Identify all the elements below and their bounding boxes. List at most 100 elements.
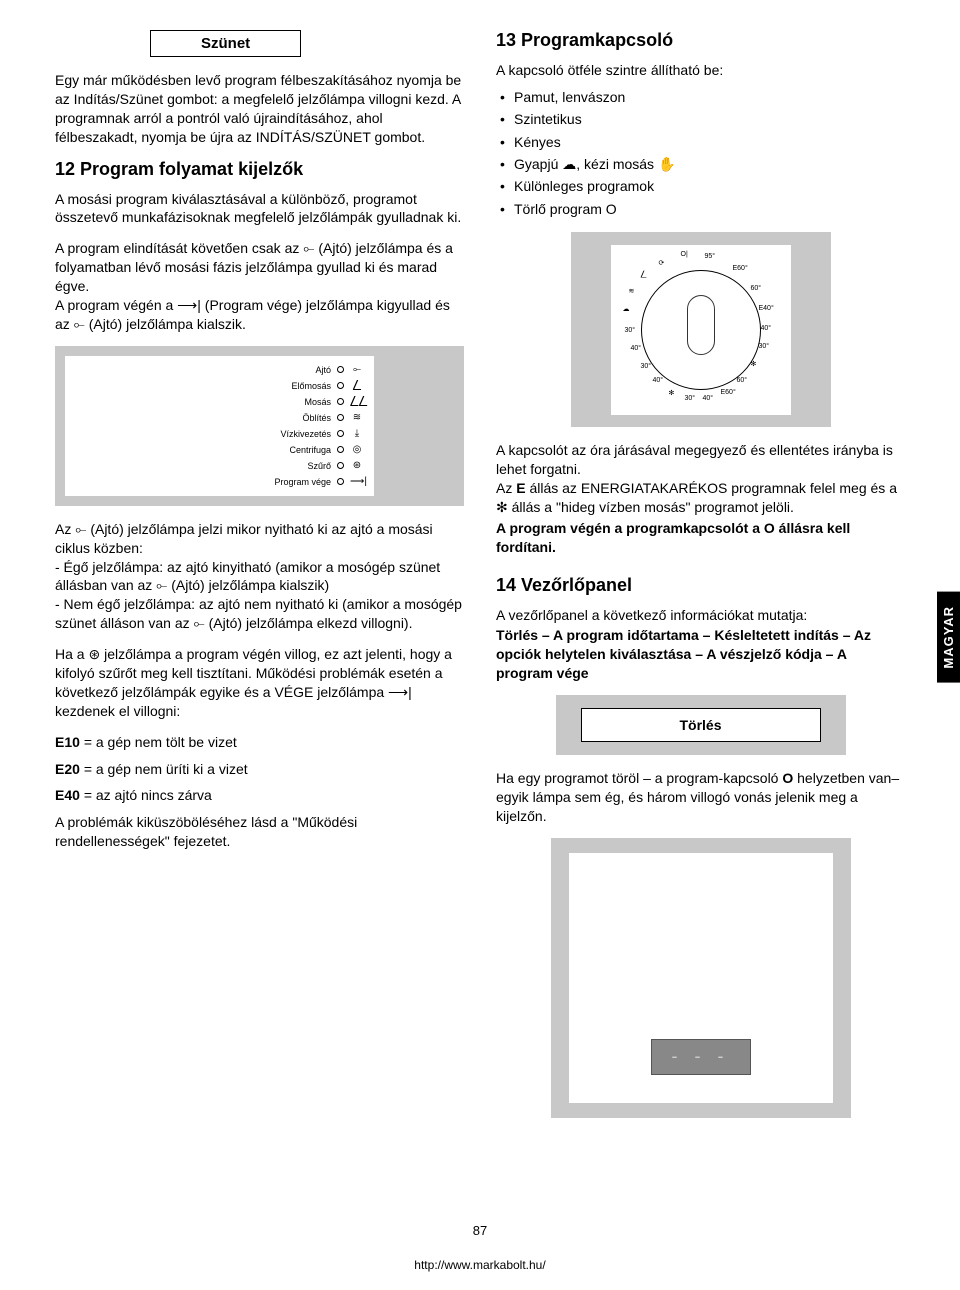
indicator-row: Öblítés ≋ xyxy=(75,410,364,426)
dial-tick-label: ⟳ xyxy=(659,259,665,267)
indicator-inner: Ajtó⟜Előmosás⎳Mosás⎳⎳Öblítés≋Vízkivezeté… xyxy=(65,356,374,496)
indicator-led-icon xyxy=(337,366,344,373)
indicator-row: Centrifuga ◎ xyxy=(75,442,364,458)
section-14-title: 14 Vezőrlőpanel xyxy=(496,575,905,596)
indicator-label: Vízkivezetés xyxy=(280,427,331,441)
dial-inner: 95°E60°60°E40°40°30°✻60°E60°40°30°✻40°30… xyxy=(611,245,791,415)
filter-warning-para: Ha a ⊛ jelzőlámpa a program végén villog… xyxy=(55,645,464,721)
error-e20: E20 = a gép nem üríti ki a vizet xyxy=(55,760,464,779)
indicator-label: Előmosás xyxy=(291,379,331,393)
indicator-row: Program vége ⟶| xyxy=(75,474,364,490)
indicator-row: Vízkivezetés ⤓ xyxy=(75,426,364,442)
list-item: Kényes xyxy=(500,131,905,153)
dial-tick-label: ☁ xyxy=(623,305,630,313)
language-tab: MAGYAR xyxy=(937,592,960,683)
indicator-led-icon xyxy=(337,462,344,469)
indicator-symbol-icon: ⊛ xyxy=(350,458,364,474)
error-e40: E40 = az ajtó nincs zárva xyxy=(55,786,464,805)
indicator-led-icon xyxy=(337,430,344,437)
footer-url: http://www.markabolt.hu/ xyxy=(0,1258,960,1272)
indicator-label: Centrifuga xyxy=(289,443,331,457)
list-item: Szintetikus xyxy=(500,108,905,130)
content-columns: Szünet Egy már működésben levő program f… xyxy=(55,30,905,1128)
page-number: 87 xyxy=(0,1223,960,1238)
dial-tick-label: O| xyxy=(681,251,688,258)
display-inner: - - - xyxy=(569,853,833,1103)
indicator-symbol-icon: ⎳ xyxy=(350,378,364,394)
lcd-value: - - - xyxy=(672,1046,730,1067)
error-e10: E10 = a gép nem tölt be vizet xyxy=(55,733,464,752)
lcd-display: - - - xyxy=(651,1039,751,1075)
list-item: Pamut, lenvászon xyxy=(500,86,905,108)
torles-panel: Törlés xyxy=(556,695,846,755)
dial-tick-label: ≋ xyxy=(629,287,635,295)
section-14-info-bold: Törlés – A program időtartama – Késlelte… xyxy=(496,626,905,683)
section-13-intro: A kapcsoló ötféle szintre állítható be: xyxy=(496,61,905,80)
section-12-para-c: A program végén a ⟶| (Program vége) jelz… xyxy=(55,296,464,334)
indicator-label: Ajtó xyxy=(315,363,331,377)
display-panel: - - - xyxy=(551,838,851,1118)
torles-para: Ha egy programot töröl – a program-kapcs… xyxy=(496,769,905,826)
dial-E-note: Az E állás az ENERGIATAKARÉKOS programna… xyxy=(496,479,905,517)
indicator-led-icon xyxy=(337,414,344,421)
section-13-title: 13 Programkapcsoló xyxy=(496,30,905,51)
indicator-led-icon xyxy=(337,398,344,405)
troubleshoot-ref: A problémák kiküszöböléséhez lásd a "Műk… xyxy=(55,813,464,851)
dial-tick-label: 30° xyxy=(625,327,636,334)
section-14-intro: A vezőrlőpanel a következő információkat… xyxy=(496,606,905,625)
dial-tick-label: ⎳ xyxy=(641,271,647,279)
door-lamp-para: Az ⟜ (Ajtó) jelzőlámpa jelzi mikor nyith… xyxy=(55,520,464,633)
dial-tick-label: 30° xyxy=(759,343,770,350)
list-item: Gyapjú ☁, kézi mosás ✋ xyxy=(500,153,905,175)
torles-box: Törlés xyxy=(581,708,821,742)
section-12-para-b: A program elindítását követően csak az ⟜… xyxy=(55,239,464,296)
indicator-label: Szűrő xyxy=(307,459,331,473)
indicator-led-icon xyxy=(337,382,344,389)
indicator-label: Program vége xyxy=(274,475,331,489)
indicator-row: Előmosás ⎳ xyxy=(75,378,364,394)
section-12-title: 12 Program folyamat kijelzők xyxy=(55,159,464,180)
indicator-led-icon xyxy=(337,446,344,453)
torles-label: Törlés xyxy=(679,717,721,733)
indicator-row: Szűrő ⊛ xyxy=(75,458,364,474)
program-bullets: Pamut, lenvászonSzintetikusKényesGyapjú … xyxy=(496,86,905,220)
dial-tick-label: 40° xyxy=(631,345,642,352)
dial-end-note: A program végén a programkapcsolót a O á… xyxy=(496,519,905,557)
dial-tick-label: 40° xyxy=(761,325,772,332)
indicator-symbol-icon: ≋ xyxy=(350,410,364,426)
szunet-label: Szünet xyxy=(201,35,250,52)
szunet-para: Egy már működésben levő program félbesza… xyxy=(55,71,464,147)
dial-panel: 95°E60°60°E40°40°30°✻60°E60°40°30°✻40°30… xyxy=(571,232,831,427)
dial-tick-label: 30° xyxy=(641,363,652,370)
dial-rotate-note: A kapcsolót az óra járásával megegyező é… xyxy=(496,441,905,479)
list-item: Különleges programok xyxy=(500,175,905,197)
dial-tick-label: 40° xyxy=(653,377,664,384)
indicator-symbol-icon: ⤓ xyxy=(350,426,364,442)
szunet-heading-box: Szünet xyxy=(150,30,301,57)
list-item: Törlő program O xyxy=(500,198,905,220)
dial-tick-label: 60° xyxy=(751,285,762,292)
indicator-label: Mosás xyxy=(304,395,331,409)
dial-tick-label: 30° xyxy=(685,395,696,402)
dial-handle xyxy=(687,295,715,355)
indicator-symbol-icon: ⟶| xyxy=(350,474,364,490)
indicator-symbol-icon: ◎ xyxy=(350,442,364,458)
dial-tick-label: ✻ xyxy=(751,360,757,368)
right-column: 13 Programkapcsoló A kapcsoló ötféle szi… xyxy=(496,30,905,1128)
dial-tick-label: E40° xyxy=(759,305,774,312)
indicator-panel: Ajtó⟜Előmosás⎳Mosás⎳⎳Öblítés≋Vízkivezeté… xyxy=(55,346,464,506)
indicator-symbol-icon: ⟜ xyxy=(350,362,364,378)
indicator-label: Öblítés xyxy=(302,411,331,425)
indicator-row: Mosás ⎳⎳ xyxy=(75,394,364,410)
indicator-row: Ajtó ⟜ xyxy=(75,362,364,378)
dial-tick-label: E60° xyxy=(721,389,736,396)
indicator-led-icon xyxy=(337,478,344,485)
indicator-symbol-icon: ⎳⎳ xyxy=(350,394,364,410)
dial-tick-label: 40° xyxy=(703,395,714,402)
dial-tick-label: 60° xyxy=(737,377,748,384)
left-column: Szünet Egy már működésben levő program f… xyxy=(55,30,464,1128)
section-12-para-a: A mosási program kiválasztásával a külön… xyxy=(55,190,464,228)
dial-tick-label: E60° xyxy=(733,265,748,272)
dial-tick-label: ✻ xyxy=(669,389,675,397)
dial-tick-label: 95° xyxy=(705,253,716,260)
